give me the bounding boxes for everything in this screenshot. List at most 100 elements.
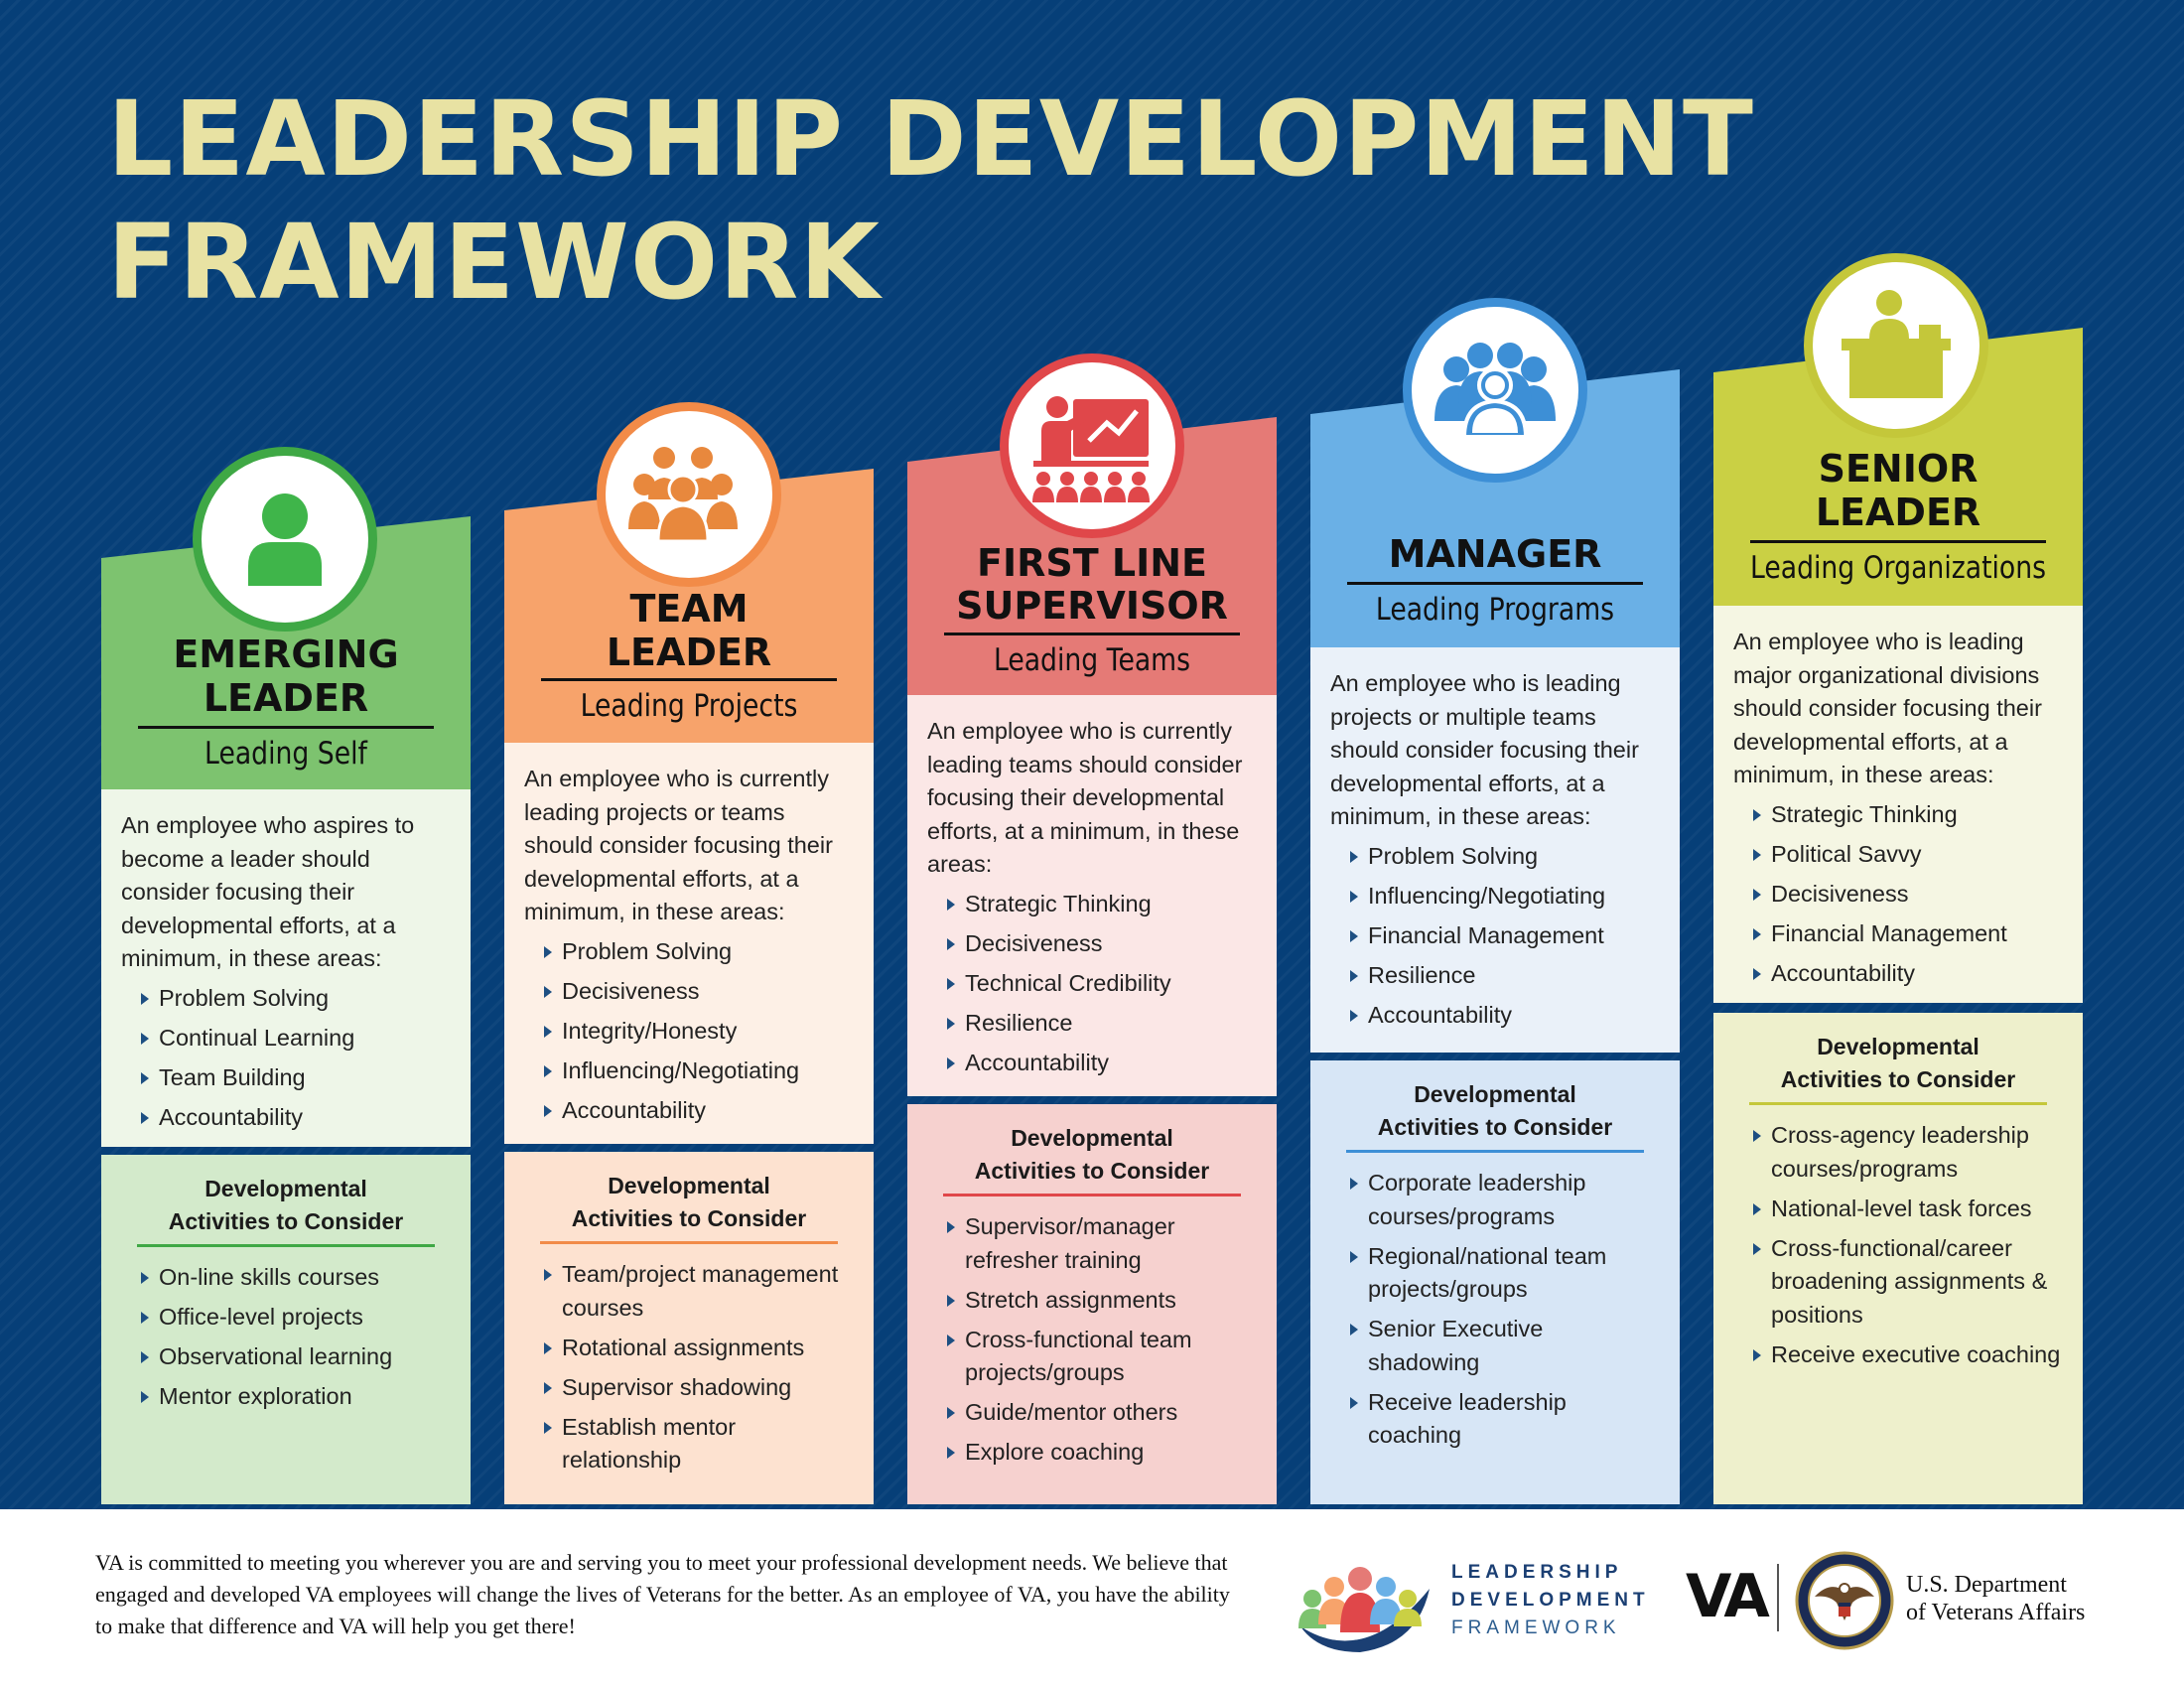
list-item: Cross-functional team projects/groups	[927, 1324, 1257, 1390]
activities-heading-line-1: Developmental	[1011, 1125, 1173, 1151]
activities-list: On-line skills courses Office-level proj…	[121, 1261, 451, 1414]
focus-areas-list: Strategic Thinking Decisiveness Technica…	[927, 888, 1257, 1080]
activities-panel: Developmental Activities to Consider On-…	[101, 1155, 471, 1504]
activities-list: Supervisor/manager refresher training St…	[927, 1210, 1257, 1470]
column-header-shape	[1310, 369, 1680, 647]
list-item: Receive executive coaching	[1733, 1338, 2063, 1372]
ldf-line-1: LEADERSHIP	[1451, 1562, 1623, 1583]
title-rule	[1750, 540, 2046, 543]
footer-statement: VA is committed to meeting you wherever …	[95, 1550, 1230, 1638]
column-header-shape	[907, 417, 1277, 695]
list-item: Supervisor/manager refresher training	[927, 1210, 1257, 1277]
intro-text: An employee who aspires to become a lead…	[121, 812, 415, 971]
title-line-1: LEADERSHIP DEVELOPMENT	[107, 78, 1754, 200]
activities-heading: Developmental Activities to Consider	[943, 1122, 1241, 1196]
focus-areas-list: Problem Solving Influencing/Negotiating …	[1330, 840, 1660, 1033]
list-item: Team Building	[121, 1061, 451, 1095]
list-item: Problem Solving	[1330, 840, 1660, 874]
column-title-line-2: LEADER	[203, 676, 369, 720]
focus-areas-list: Strategic Thinking Political Savvy Decis…	[1733, 798, 2063, 991]
column-emerging-leader: EMERGING LEADER Leading Self An employee…	[101, 447, 471, 1504]
list-item: Financial Management	[1330, 919, 1660, 953]
list-item: Regional/national team projects/groups	[1330, 1240, 1660, 1307]
list-item: Rotational assignments	[524, 1332, 854, 1365]
list-item: Mentor exploration	[121, 1380, 451, 1414]
activities-heading-line-1: Developmental	[608, 1173, 770, 1198]
focus-areas-panel: An employee who is leading projects or m…	[1310, 647, 1680, 1053]
column-first-line-supervisor: FIRST LINE SUPERVISOR Leading Teams An e…	[907, 353, 1277, 1504]
activities-heading: Developmental Activities to Consider	[137, 1173, 435, 1247]
list-item: Decisiveness	[524, 975, 854, 1009]
column-header-shape	[1713, 328, 2083, 606]
list-item: Problem Solving	[524, 935, 854, 969]
list-item: Accountability	[1330, 999, 1660, 1033]
list-item: Financial Management	[1733, 917, 2063, 951]
focus-areas-panel: An employee who is currently leading pro…	[504, 743, 874, 1144]
column-subtitle: Leading Teams	[993, 642, 1191, 678]
activities-heading: Developmental Activities to Consider	[1749, 1031, 2047, 1105]
column-title-line-2: LEADER	[606, 631, 772, 674]
list-item: Continual Learning	[121, 1022, 451, 1055]
department-line-1: U.S. Department	[1906, 1572, 2067, 1598]
activities-heading-line-1: Developmental	[205, 1176, 367, 1201]
list-item: Technical Credibility	[927, 967, 1257, 1001]
department-name: U.S. Department of Veterans Affairs	[1906, 1571, 2085, 1626]
logo-divider	[1777, 1564, 1779, 1631]
ldf-wordmark: LEADERSHIP DEVELOPMENT FRAMEWORK	[1451, 1559, 1650, 1642]
column-header-shape	[504, 469, 874, 743]
department-line-2: of Veterans Affairs	[1906, 1600, 2086, 1625]
column-senior-leader: SENIOR LEADER Leading Organizations An e…	[1713, 253, 2083, 1504]
column-header-shape	[101, 516, 471, 789]
title-rule	[944, 633, 1240, 635]
list-item: Resilience	[927, 1007, 1257, 1041]
list-item: Explore coaching	[927, 1436, 1257, 1470]
focus-areas-panel: An employee who is leading major organiz…	[1713, 606, 2083, 1003]
intro-text: An employee who is currently leading pro…	[524, 766, 833, 924]
ldf-line-3: FRAMEWORK	[1451, 1618, 1621, 1638]
group-icon	[597, 402, 781, 587]
list-item: Influencing/Negotiating	[1330, 880, 1660, 914]
column-title-line-1: TEAM	[629, 587, 749, 631]
activities-heading-line-2: Activities to Consider	[974, 1158, 1210, 1184]
list-item: Accountability	[121, 1101, 451, 1135]
list-item: Decisiveness	[1733, 878, 2063, 912]
list-item: Resilience	[1330, 959, 1660, 993]
list-item: Senior Executive shadowing	[1330, 1313, 1660, 1379]
page-title: LEADERSHIP DEVELOPMENT FRAMEWORK	[107, 77, 1993, 324]
list-item: Political Savvy	[1733, 838, 2063, 872]
column-title-line-2: SUPERVISOR	[956, 584, 1228, 628]
column-title-line-1: SENIOR	[1818, 447, 1979, 491]
list-item: Strategic Thinking	[927, 888, 1257, 921]
list-item: Cross-agency leadership courses/programs	[1733, 1119, 2063, 1186]
column-title-line-2: LEADER	[1815, 491, 1981, 534]
list-item: Influencing/Negotiating	[524, 1055, 854, 1088]
list-item: Accountability	[1733, 957, 2063, 991]
list-item: Corporate leadership courses/programs	[1330, 1167, 1660, 1233]
ldf-people-logo-icon	[1298, 1567, 1430, 1652]
column-subtitle: Leading Organizations	[1749, 550, 2047, 586]
title-line-2: FRAMEWORK	[107, 202, 881, 323]
list-item: Team/project management courses	[524, 1258, 854, 1325]
activities-heading-line-1: Developmental	[1817, 1034, 1979, 1059]
list-item: Problem Solving	[121, 982, 451, 1016]
title-rule	[1347, 582, 1643, 585]
activities-panel: Developmental Activities to Consider Tea…	[504, 1152, 874, 1504]
list-item: Observational learning	[121, 1340, 451, 1374]
title-rule	[138, 726, 434, 729]
focus-areas-panel: An employee who aspires to become a lead…	[101, 789, 471, 1147]
activities-panel: Developmental Activities to Consider Cro…	[1713, 1013, 2083, 1504]
focus-areas-panel: An employee who is currently leading tea…	[907, 695, 1277, 1096]
column-manager: MANAGER Leading Programs An employee who…	[1310, 298, 1680, 1504]
activities-list: Team/project management courses Rotation…	[524, 1258, 854, 1477]
column-subtitle: Leading Self	[205, 736, 367, 772]
list-item: Decisiveness	[927, 927, 1257, 961]
intro-text: An employee who is leading projects or m…	[1330, 670, 1639, 829]
activities-heading-line-2: Activities to Consider	[1377, 1114, 1613, 1140]
activities-heading-line-1: Developmental	[1414, 1081, 1576, 1107]
list-item: Accountability	[927, 1047, 1257, 1080]
team-outline-icon	[1403, 298, 1587, 483]
column-title-line-1: MANAGER	[1388, 532, 1602, 576]
person-icon	[193, 447, 377, 632]
activities-heading-line-2: Activities to Consider	[168, 1208, 404, 1234]
list-item: Accountability	[524, 1094, 854, 1128]
